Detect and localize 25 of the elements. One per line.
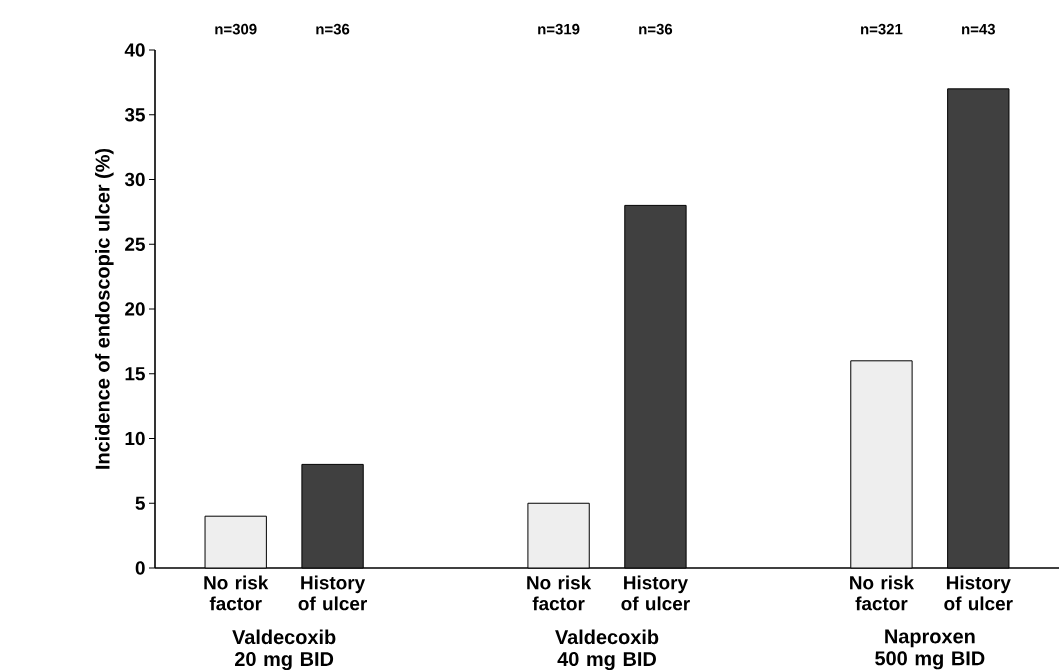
x-tick-label: Naproxen 500 mg BID xyxy=(875,629,985,670)
y-tick-label: 20 xyxy=(125,302,145,316)
y-tick-label: 25 xyxy=(125,237,145,251)
y-tick-label: 15 xyxy=(125,367,145,381)
series-label: No risk factor xyxy=(204,575,269,611)
series-label: History of ulcer xyxy=(298,575,367,611)
y-tick-label: 10 xyxy=(125,431,145,446)
text: n=309 xyxy=(215,23,257,35)
x-tick-label: Valdecoxib 40 mg BID xyxy=(555,629,659,670)
text: No risk factor xyxy=(527,575,592,611)
y-tick-label: 30 xyxy=(124,172,145,187)
y-tick-label: 40 xyxy=(124,43,145,57)
text: n=36 xyxy=(639,23,673,35)
y-tick-label: 5 xyxy=(135,496,145,510)
text: History of ulcer xyxy=(621,575,690,611)
x-tick-label: Valdecoxib 20 mg BID xyxy=(232,629,336,670)
y-tick-label: 35 xyxy=(124,108,145,122)
y-tick-label: 0 xyxy=(135,561,145,575)
text: n=36 xyxy=(316,23,350,35)
text: n=319 xyxy=(538,23,580,35)
text: n=321 xyxy=(861,23,903,35)
y-axis-title: Incidence of endoscopic ulcer (%) xyxy=(95,148,114,469)
text: History of ulcer xyxy=(944,575,1013,611)
text: No risk factor xyxy=(850,575,915,611)
text: n=43 xyxy=(962,23,995,35)
